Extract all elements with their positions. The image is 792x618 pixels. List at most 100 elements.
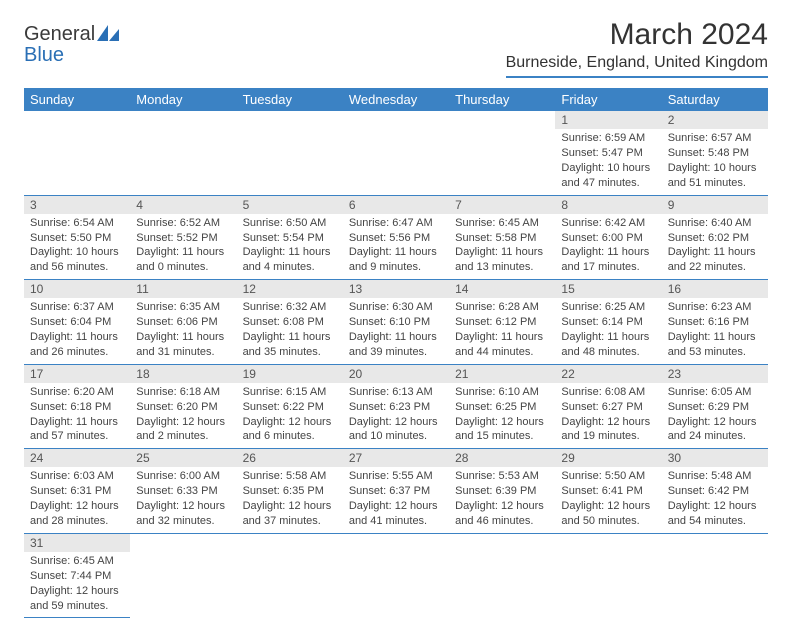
day-line-sunset: Sunset: 5:56 PM: [349, 231, 443, 246]
day-line-sunrise: Sunrise: 5:48 AM: [668, 469, 762, 484]
logo-word-blue: Blue: [24, 44, 64, 66]
day-line-daylight1: Daylight: 10 hours: [668, 161, 762, 176]
day-number: 14: [449, 280, 555, 298]
weekday-header: Sunday: [24, 88, 130, 111]
day-line-daylight2: and 9 minutes.: [349, 260, 443, 275]
calendar-week-row: 3 Sunrise: 6:54 AMSunset: 5:50 PM Daylight…: [24, 195, 768, 280]
day-number: 27: [343, 449, 449, 467]
calendar-cell: [130, 533, 236, 618]
calendar-cell: 28Sunrise: 5:53 AMSunset: 6:39 PMDayligh…: [449, 449, 555, 534]
day-content: Sunrise: 5:55 AMSunset: 6:37 PMDaylight:…: [343, 467, 449, 532]
day-number: 17: [24, 365, 130, 383]
day-number: 21: [449, 365, 555, 383]
day-line-sunrise: Sunrise: 6:42 AM: [561, 216, 655, 231]
day-number: 8: [555, 196, 661, 214]
day-line-sunset: Sunset: 5:48 PM: [668, 146, 762, 161]
day-number: 28: [449, 449, 555, 467]
day-number: 15: [555, 280, 661, 298]
day-line-daylight1: Daylight: 12 hours: [243, 499, 337, 514]
day-line-daylight2: and 57 minutes.: [30, 429, 124, 444]
day-line-sunrise: Sunrise: 6:13 AM: [349, 385, 443, 400]
day-line-daylight2: and 13 minutes.: [455, 260, 549, 275]
calendar-cell: [449, 533, 555, 618]
day-line-daylight1: Daylight: 11 hours: [243, 330, 337, 345]
calendar-cell: [24, 111, 130, 195]
day-line-sunset: Sunset: 6:16 PM: [668, 315, 762, 330]
day-line-sunset: Sunset: 6:37 PM: [349, 484, 443, 499]
day-content: Sunrise: 6:03 AMSunset: 6:31 PMDaylight:…: [24, 467, 130, 532]
day-content: Sunrise: 6:30 AMSunset: 6:10 PMDaylight:…: [343, 298, 449, 363]
calendar-week-row: 10Sunrise: 6:37 AMSunset: 6:04 PMDayligh…: [24, 280, 768, 365]
day-line-daylight1: Daylight: 11 hours: [455, 330, 549, 345]
day-number: 1: [555, 111, 661, 129]
sail-icon: [97, 25, 119, 45]
day-line-sunset: Sunset: 6:00 PM: [561, 231, 655, 246]
day-line-daylight2: and 53 minutes.: [668, 345, 762, 360]
weekday-header: Monday: [130, 88, 236, 111]
calendar-cell: [343, 533, 449, 618]
day-line-sunset: Sunset: 6:39 PM: [455, 484, 549, 499]
day-line-sunset: Sunset: 6:25 PM: [455, 400, 549, 415]
day-line-sunset: Sunset: 6:27 PM: [561, 400, 655, 415]
day-line-daylight1: Daylight: 12 hours: [30, 584, 124, 599]
day-line-daylight1: Daylight: 12 hours: [561, 499, 655, 514]
day-line-sunrise: Sunrise: 5:55 AM: [349, 469, 443, 484]
day-content: Sunrise: 6:59 AMSunset: 5:47 PMDaylight:…: [555, 129, 661, 194]
day-line-daylight2: and 22 minutes.: [668, 260, 762, 275]
day-line-sunset: Sunset: 6:08 PM: [243, 315, 337, 330]
calendar-cell: 29Sunrise: 5:50 AMSunset: 6:41 PMDayligh…: [555, 449, 661, 534]
day-line-sunrise: Sunrise: 6:18 AM: [136, 385, 230, 400]
header: General Blue March 2024 Burneside, Engla…: [24, 18, 768, 80]
calendar-cell: 24Sunrise: 6:03 AMSunset: 6:31 PMDayligh…: [24, 449, 130, 534]
calendar-cell: 14Sunrise: 6:28 AMSunset: 6:12 PMDayligh…: [449, 280, 555, 365]
day-line-daylight1: Daylight: 11 hours: [136, 245, 230, 260]
calendar-week-row: 31Sunrise: 6:45 AMSunset: 7:44 PMDayligh…: [24, 533, 768, 618]
day-line-daylight2: and 46 minutes.: [455, 514, 549, 529]
day-line-sunset: Sunset: 6:20 PM: [136, 400, 230, 415]
day-line-sunset: Sunset: 6:41 PM: [561, 484, 655, 499]
day-line-sunrise: Sunrise: 6:00 AM: [136, 469, 230, 484]
weekday-header: Saturday: [662, 88, 768, 111]
day-number: 26: [237, 449, 343, 467]
day-line-sunrise: Sunrise: 5:50 AM: [561, 469, 655, 484]
calendar-cell: 2Sunrise: 6:57 AMSunset: 5:48 PMDaylight…: [662, 111, 768, 195]
calendar-cell: 10Sunrise: 6:37 AMSunset: 6:04 PMDayligh…: [24, 280, 130, 365]
day-line-sunset: Sunset: 6:23 PM: [349, 400, 443, 415]
day-content: Sunrise: 6:47 AMSunset: 5:56 PMDaylight:…: [343, 214, 449, 279]
calendar-cell: 15Sunrise: 6:25 AMSunset: 6:14 PMDayligh…: [555, 280, 661, 365]
logo-text: General Blue: [24, 24, 119, 65]
day-content: Sunrise: 6:50 AMSunset: 5:54 PMDaylight:…: [237, 214, 343, 279]
calendar-cell: [237, 533, 343, 618]
day-number: 16: [662, 280, 768, 298]
calendar-cell: 25Sunrise: 6:00 AMSunset: 6:33 PMDayligh…: [130, 449, 236, 534]
day-number: 4: [130, 196, 236, 214]
day-number: 7: [449, 196, 555, 214]
day-line-daylight1: Daylight: 12 hours: [561, 415, 655, 430]
day-line-daylight1: Daylight: 12 hours: [455, 415, 549, 430]
calendar-cell: 7Sunrise: 6:45 AMSunset: 5:58 PMDaylight…: [449, 195, 555, 280]
calendar-cell: 18Sunrise: 6:18 AMSunset: 6:20 PMDayligh…: [130, 364, 236, 449]
calendar-cell: 6Sunrise: 6:47 AMSunset: 5:56 PMDaylight…: [343, 195, 449, 280]
day-line-sunset: Sunset: 5:54 PM: [243, 231, 337, 246]
day-line-daylight1: Daylight: 11 hours: [561, 245, 655, 260]
day-line-sunrise: Sunrise: 6:30 AM: [349, 300, 443, 315]
day-line-daylight2: and 4 minutes.: [243, 260, 337, 275]
day-line-sunset: Sunset: 6:42 PM: [668, 484, 762, 499]
day-line-daylight2: and 37 minutes.: [243, 514, 337, 529]
day-line-sunrise: Sunrise: 6:54 AM: [30, 216, 124, 231]
calendar-cell: 16Sunrise: 6:23 AMSunset: 6:16 PMDayligh…: [662, 280, 768, 365]
day-line-daylight2: and 47 minutes.: [561, 176, 655, 191]
day-line-daylight1: Daylight: 11 hours: [243, 245, 337, 260]
day-content: Sunrise: 6:15 AMSunset: 6:22 PMDaylight:…: [237, 383, 343, 448]
calendar-cell: 31Sunrise: 6:45 AMSunset: 7:44 PMDayligh…: [24, 533, 130, 618]
calendar-body: 1Sunrise: 6:59 AMSunset: 5:47 PMDaylight…: [24, 111, 768, 618]
day-line-sunset: Sunset: 5:50 PM: [30, 231, 124, 246]
day-line-sunrise: Sunrise: 6:52 AM: [136, 216, 230, 231]
day-line-daylight1: Daylight: 11 hours: [455, 245, 549, 260]
calendar-cell: 22Sunrise: 6:08 AMSunset: 6:27 PMDayligh…: [555, 364, 661, 449]
calendar-cell: 11Sunrise: 6:35 AMSunset: 6:06 PMDayligh…: [130, 280, 236, 365]
day-number: 22: [555, 365, 661, 383]
day-number: 3: [24, 196, 130, 214]
calendar-cell: [662, 533, 768, 618]
day-content: Sunrise: 6:05 AMSunset: 6:29 PMDaylight:…: [662, 383, 768, 448]
